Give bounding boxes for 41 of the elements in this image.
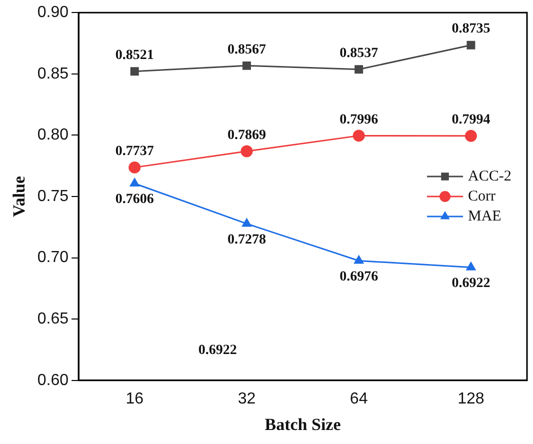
data-label: 0.7996: [340, 112, 378, 128]
data-label: 0.7994: [452, 112, 490, 128]
data-label: 0.8537: [340, 46, 378, 61]
data-label: 0.7606: [115, 192, 154, 208]
y-tick-label: 0.70: [37, 249, 69, 266]
legend-label: ACC-2: [468, 168, 512, 184]
x-tick-label: 64: [350, 390, 368, 408]
y-tick-label: 0.85: [37, 65, 69, 82]
x-tick-label: 128: [458, 390, 484, 408]
point: [352, 130, 365, 142]
data-label: 0.8735: [452, 22, 490, 37]
x-tick-label: 32: [238, 390, 256, 408]
y-tick-label: 0.80: [37, 126, 69, 144]
y-tick-label: 0.65: [37, 310, 69, 328]
x-axis-title: Batch Size: [264, 415, 342, 434]
legend-label: Corr: [468, 188, 496, 204]
data-label: 0.8567: [227, 42, 266, 58]
point: [128, 161, 141, 174]
point: [464, 130, 477, 142]
y-tick-label: 0.75: [37, 188, 69, 205]
point: [242, 218, 252, 227]
point: [354, 254, 364, 264]
annotation: 0.6922: [198, 343, 237, 358]
data-label: 0.7278: [227, 232, 266, 248]
data-label: 0.8521: [115, 48, 154, 63]
x-tick-label: 16: [126, 390, 144, 408]
point: [240, 145, 253, 158]
point: [354, 65, 364, 74]
y-tick-label: 0.90: [37, 4, 69, 22]
y-tick-label: 0.60: [37, 372, 69, 389]
data-label: 0.7869: [227, 128, 266, 143]
y-axis-title: Value: [10, 176, 29, 217]
point: [466, 261, 476, 270]
data-label: 0.6922: [452, 276, 490, 291]
legend-label: MAE: [468, 208, 502, 224]
point: [242, 61, 251, 70]
point: [130, 67, 139, 76]
point: [129, 178, 140, 187]
point: [466, 40, 476, 50]
data-label: 0.6976: [340, 269, 378, 284]
data-label: 0.7737: [115, 144, 154, 160]
